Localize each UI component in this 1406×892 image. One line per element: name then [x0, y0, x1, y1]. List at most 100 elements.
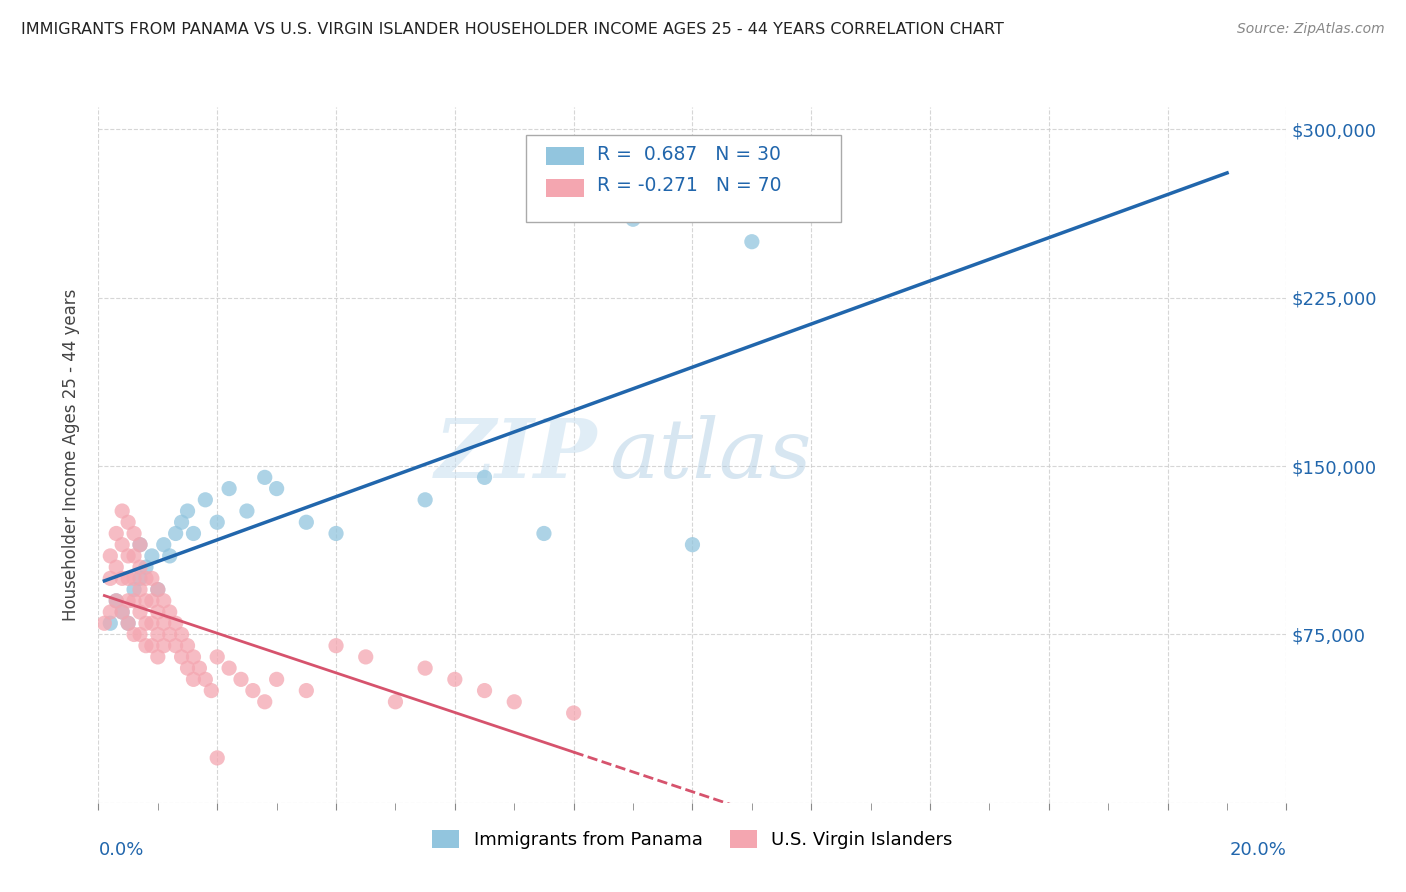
Point — [122, 627, 145, 641]
Point — [135, 639, 157, 653]
Point — [93, 616, 115, 631]
Point — [183, 673, 205, 687]
Point — [146, 605, 169, 619]
Legend: Immigrants from Panama, U.S. Virgin Islanders: Immigrants from Panama, U.S. Virgin Isla… — [425, 822, 960, 856]
Point — [129, 538, 152, 552]
Point — [146, 582, 169, 597]
Point — [117, 594, 139, 608]
Point — [253, 470, 276, 484]
Point — [413, 661, 436, 675]
Point — [183, 526, 205, 541]
Point — [295, 683, 318, 698]
Point — [266, 482, 288, 496]
Text: R = -0.271   N = 70: R = -0.271 N = 70 — [598, 176, 782, 195]
Text: Source: ZipAtlas.com: Source: ZipAtlas.com — [1237, 22, 1385, 37]
Point — [129, 538, 152, 552]
Bar — [547, 146, 585, 165]
Point — [682, 538, 704, 552]
Point — [170, 627, 193, 641]
Point — [141, 594, 163, 608]
Point — [443, 673, 465, 687]
Point — [122, 526, 145, 541]
Point — [122, 582, 145, 597]
Point — [129, 560, 152, 574]
Point — [200, 683, 222, 698]
Point — [384, 695, 406, 709]
Point — [98, 571, 121, 585]
Point — [129, 571, 152, 585]
Point — [122, 571, 145, 585]
Point — [176, 504, 198, 518]
Point — [111, 605, 134, 619]
Point — [141, 616, 163, 631]
Point — [117, 515, 139, 529]
Point — [117, 549, 139, 563]
Point — [188, 661, 211, 675]
Point — [207, 649, 229, 664]
Bar — [547, 179, 585, 197]
Point — [111, 605, 134, 619]
Point — [533, 526, 555, 541]
Y-axis label: Householder Income Ages 25 - 44 years: Householder Income Ages 25 - 44 years — [62, 289, 80, 621]
Point — [325, 639, 347, 653]
Point — [207, 751, 229, 765]
Point — [413, 492, 436, 507]
Point — [562, 706, 585, 720]
Point — [474, 470, 496, 484]
Point — [135, 571, 157, 585]
Text: 0.0%: 0.0% — [98, 841, 143, 859]
Point — [105, 594, 128, 608]
Point — [146, 582, 169, 597]
Text: IMMIGRANTS FROM PANAMA VS U.S. VIRGIN ISLANDER HOUSEHOLDER INCOME AGES 25 - 44 Y: IMMIGRANTS FROM PANAMA VS U.S. VIRGIN IS… — [21, 22, 1004, 37]
Point — [207, 515, 229, 529]
Point — [176, 661, 198, 675]
Point — [194, 492, 217, 507]
Point — [129, 582, 152, 597]
Point — [236, 504, 259, 518]
Point — [141, 571, 163, 585]
Point — [129, 627, 152, 641]
Point — [111, 538, 134, 552]
Point — [295, 515, 318, 529]
Point — [152, 594, 174, 608]
FancyBboxPatch shape — [526, 135, 841, 222]
Point — [159, 627, 181, 641]
Point — [354, 649, 377, 664]
Point — [152, 616, 174, 631]
Point — [266, 673, 288, 687]
Point — [98, 616, 121, 631]
Point — [141, 639, 163, 653]
Point — [229, 673, 252, 687]
Point — [105, 560, 128, 574]
Point — [242, 683, 264, 698]
Point — [253, 695, 276, 709]
Point — [183, 649, 205, 664]
Point — [135, 594, 157, 608]
Point — [159, 549, 181, 563]
Point — [165, 616, 187, 631]
Point — [503, 695, 526, 709]
Point — [474, 683, 496, 698]
Point — [141, 549, 163, 563]
Point — [165, 526, 187, 541]
Point — [146, 627, 169, 641]
Point — [117, 571, 139, 585]
Point — [117, 616, 139, 631]
Point — [218, 482, 240, 496]
Point — [98, 549, 121, 563]
Point — [170, 515, 193, 529]
Point — [165, 639, 187, 653]
Text: ZIP: ZIP — [434, 415, 598, 495]
Point — [111, 504, 134, 518]
Point — [159, 605, 181, 619]
Point — [122, 549, 145, 563]
Point — [98, 605, 121, 619]
Point — [194, 673, 217, 687]
Point — [105, 594, 128, 608]
Point — [170, 649, 193, 664]
Point — [621, 212, 644, 227]
Point — [176, 639, 198, 653]
Text: atlas: atlas — [609, 415, 811, 495]
Point — [152, 538, 174, 552]
Point — [117, 616, 139, 631]
